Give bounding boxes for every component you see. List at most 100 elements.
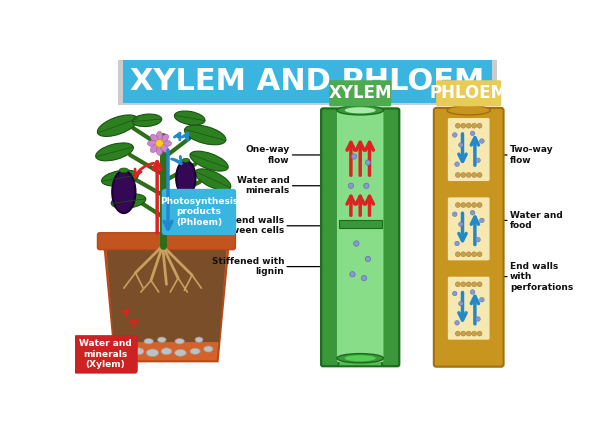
Text: Photosynthesis
products
(Phloem): Photosynthesis products (Phloem) bbox=[160, 197, 238, 227]
Ellipse shape bbox=[157, 145, 163, 155]
Circle shape bbox=[466, 252, 471, 257]
Ellipse shape bbox=[182, 159, 190, 162]
Ellipse shape bbox=[119, 168, 128, 173]
Circle shape bbox=[477, 331, 482, 336]
Ellipse shape bbox=[160, 134, 169, 143]
Ellipse shape bbox=[184, 125, 226, 145]
Circle shape bbox=[470, 131, 475, 136]
Circle shape bbox=[452, 212, 457, 217]
Ellipse shape bbox=[176, 161, 196, 196]
Ellipse shape bbox=[96, 143, 133, 161]
FancyBboxPatch shape bbox=[97, 233, 235, 249]
Circle shape bbox=[472, 203, 476, 207]
Circle shape bbox=[472, 282, 476, 287]
Ellipse shape bbox=[164, 207, 192, 222]
Circle shape bbox=[472, 123, 476, 128]
Circle shape bbox=[350, 272, 355, 277]
Ellipse shape bbox=[337, 106, 383, 115]
Circle shape bbox=[458, 301, 463, 306]
Ellipse shape bbox=[160, 144, 169, 153]
Ellipse shape bbox=[148, 140, 158, 147]
Circle shape bbox=[477, 173, 482, 177]
Text: End walls
with
perforations: End walls with perforations bbox=[493, 262, 573, 292]
Text: PHLOEM: PHLOEM bbox=[430, 84, 508, 102]
Circle shape bbox=[479, 139, 484, 143]
Ellipse shape bbox=[151, 134, 159, 143]
Ellipse shape bbox=[190, 151, 228, 171]
Ellipse shape bbox=[175, 339, 184, 344]
Ellipse shape bbox=[146, 349, 158, 357]
Circle shape bbox=[477, 252, 482, 257]
Ellipse shape bbox=[175, 111, 205, 125]
FancyBboxPatch shape bbox=[338, 221, 382, 228]
Circle shape bbox=[472, 331, 476, 336]
Ellipse shape bbox=[175, 349, 186, 356]
Circle shape bbox=[466, 331, 471, 336]
Circle shape bbox=[477, 282, 482, 287]
Ellipse shape bbox=[121, 346, 130, 352]
FancyBboxPatch shape bbox=[73, 335, 138, 374]
Circle shape bbox=[455, 123, 460, 128]
Circle shape bbox=[470, 290, 475, 295]
FancyBboxPatch shape bbox=[447, 196, 490, 261]
Text: Water and
minerals
(Xylem): Water and minerals (Xylem) bbox=[79, 340, 132, 369]
Ellipse shape bbox=[111, 194, 146, 208]
Polygon shape bbox=[106, 243, 227, 342]
Ellipse shape bbox=[195, 169, 231, 190]
Circle shape bbox=[476, 158, 481, 163]
Ellipse shape bbox=[97, 115, 138, 136]
Circle shape bbox=[455, 331, 460, 336]
Text: Water and
food: Water and food bbox=[493, 211, 563, 230]
Circle shape bbox=[466, 282, 471, 287]
Circle shape bbox=[458, 222, 463, 227]
Circle shape bbox=[461, 282, 466, 287]
FancyBboxPatch shape bbox=[123, 60, 492, 102]
Ellipse shape bbox=[203, 346, 213, 352]
Circle shape bbox=[351, 154, 357, 159]
FancyBboxPatch shape bbox=[447, 117, 490, 182]
Circle shape bbox=[365, 256, 371, 262]
Circle shape bbox=[461, 123, 466, 128]
Circle shape bbox=[155, 139, 163, 147]
Circle shape bbox=[461, 331, 466, 336]
Ellipse shape bbox=[337, 354, 383, 363]
Circle shape bbox=[455, 203, 460, 207]
Circle shape bbox=[479, 218, 484, 223]
Circle shape bbox=[476, 317, 481, 321]
Ellipse shape bbox=[344, 107, 376, 113]
Circle shape bbox=[452, 133, 457, 137]
FancyBboxPatch shape bbox=[162, 189, 236, 235]
FancyBboxPatch shape bbox=[337, 111, 383, 362]
Ellipse shape bbox=[161, 140, 172, 147]
Ellipse shape bbox=[161, 348, 172, 355]
Ellipse shape bbox=[133, 348, 144, 355]
Text: Two-way
flow: Two-way flow bbox=[493, 145, 553, 164]
Circle shape bbox=[455, 252, 460, 257]
Circle shape bbox=[472, 173, 476, 177]
Text: Stiffened with
lignin: Stiffened with lignin bbox=[212, 257, 334, 276]
Ellipse shape bbox=[101, 170, 139, 186]
Text: Water and
minerals: Water and minerals bbox=[237, 176, 334, 196]
Ellipse shape bbox=[195, 337, 203, 343]
FancyBboxPatch shape bbox=[434, 108, 503, 367]
Circle shape bbox=[466, 123, 471, 128]
Circle shape bbox=[455, 320, 460, 325]
FancyBboxPatch shape bbox=[321, 108, 400, 366]
FancyBboxPatch shape bbox=[436, 80, 501, 106]
FancyBboxPatch shape bbox=[447, 276, 490, 340]
Circle shape bbox=[461, 252, 466, 257]
Circle shape bbox=[348, 183, 353, 188]
Circle shape bbox=[455, 282, 460, 287]
FancyBboxPatch shape bbox=[322, 109, 338, 366]
Ellipse shape bbox=[344, 355, 376, 361]
Circle shape bbox=[466, 173, 471, 177]
Circle shape bbox=[461, 203, 466, 207]
Circle shape bbox=[455, 162, 460, 167]
Circle shape bbox=[452, 291, 457, 296]
Ellipse shape bbox=[127, 337, 134, 343]
Circle shape bbox=[455, 241, 460, 246]
Circle shape bbox=[361, 275, 367, 281]
Circle shape bbox=[479, 298, 484, 302]
Text: XYLEM: XYLEM bbox=[328, 84, 392, 102]
Ellipse shape bbox=[133, 114, 162, 127]
